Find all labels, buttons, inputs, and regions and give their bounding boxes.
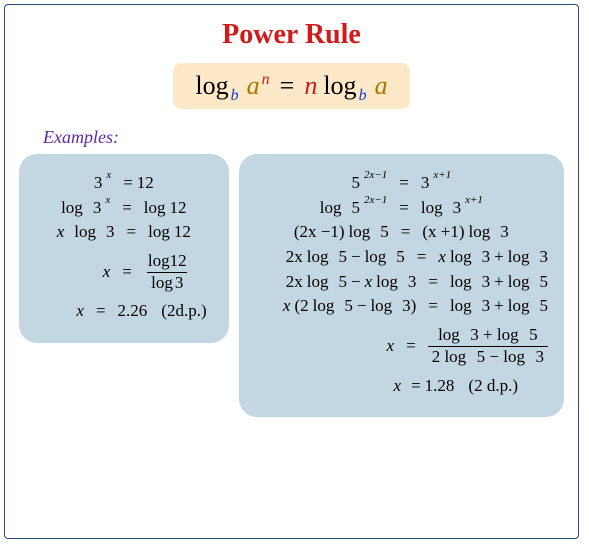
- right-line-5: 2x log 5 − x log 3 = log 3 + log 5: [255, 273, 548, 292]
- examples-panels: 3x = 12 log 3x = log 12 x log 3: [17, 154, 566, 417]
- formula-equals: =: [280, 71, 295, 101]
- right-line-4: 2x log 5 − log 5 = x log 3 + log 3: [255, 248, 548, 267]
- right-line-2: log 52x−1 = log 3x+1: [255, 199, 548, 218]
- formula-a-left: a: [247, 71, 260, 101]
- example-left: 3x = 12 log 3x = log 12 x log 3: [19, 154, 229, 343]
- formula-b-right: b: [359, 87, 367, 105]
- left-line-4: x = log12 log3: [35, 252, 213, 292]
- right-line-3: (2x −1) log 5 = (x +1) log 3: [255, 223, 548, 242]
- right-line-1: 52x−1 = 3x+1: [255, 174, 548, 193]
- example-right: 52x−1 = 3x+1 log 52x−1 = log 3x+1 (2x −1…: [239, 154, 564, 417]
- left-line-1: 3x = 12: [35, 174, 213, 193]
- figure-frame: Power Rule log b a n = n log b a Example…: [4, 4, 579, 539]
- formula-n-coef: n: [304, 71, 317, 101]
- left-line-2: log 3x = log 12: [35, 199, 213, 218]
- right-line-6: x (2 log 5 − log 3) = log 3 + log 5: [255, 297, 548, 316]
- right-line-7: x = log 3 + log 5 2 lo: [255, 326, 548, 366]
- formula-log-right: log: [323, 71, 356, 101]
- left-fraction: log12 log3: [144, 252, 191, 292]
- formula-b-left: b: [231, 87, 239, 105]
- power-rule-formula: log b a n = n log b a: [173, 63, 409, 109]
- examples-label: Examples:: [43, 127, 566, 148]
- formula-a-right: a: [375, 71, 388, 101]
- title: Power Rule: [17, 19, 566, 51]
- right-fraction: log 3 + log 5 2 log 5 − log: [428, 326, 548, 366]
- left-line-3: x log 3 = log 12: [35, 223, 213, 242]
- right-line-8: x = 1.28 (2 d.p.): [255, 377, 548, 396]
- left-line-5: x = 2.26 (2d.p.): [35, 302, 213, 321]
- formula-n-exp: n: [262, 71, 270, 89]
- formula-log-left: log: [195, 71, 228, 101]
